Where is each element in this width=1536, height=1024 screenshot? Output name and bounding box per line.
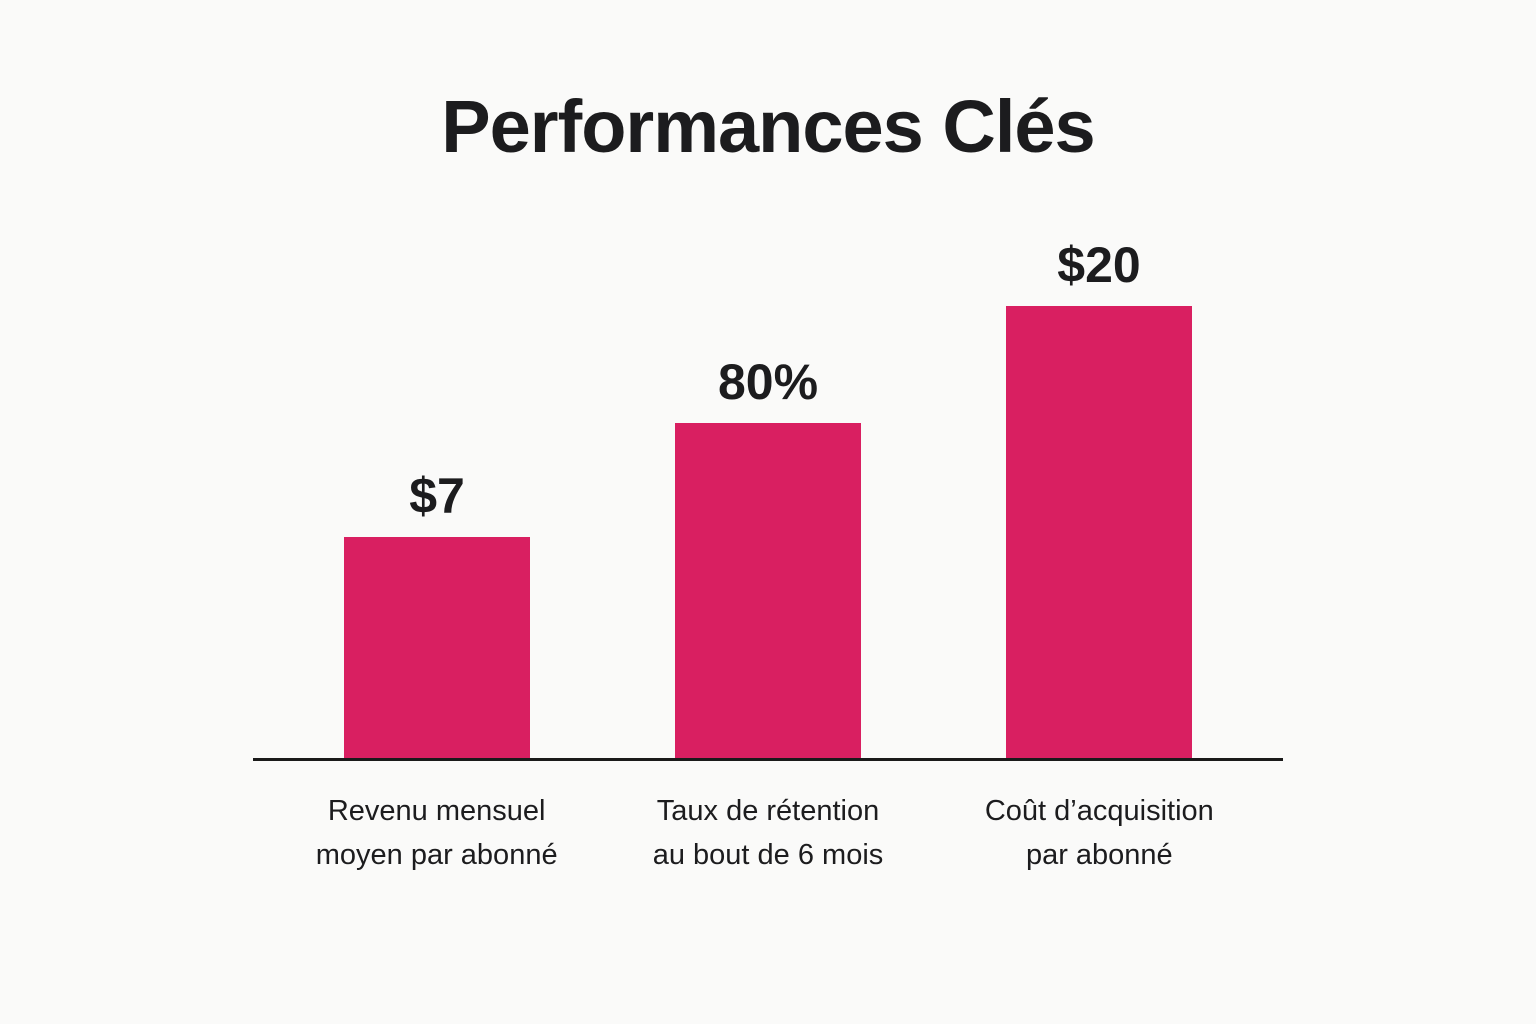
category-label-retention: Taux de rétention au bout de 6 mois bbox=[652, 795, 884, 871]
bar-column-revenu: $7 bbox=[344, 471, 530, 758]
x-axis-category-labels: Revenu mensuel moyen par abonné Taux de … bbox=[253, 790, 1283, 877]
category-label-revenu: Revenu mensuel moyen par abonné bbox=[315, 795, 558, 871]
bar-retention bbox=[675, 423, 861, 758]
bar-value-label: $20 bbox=[1057, 237, 1141, 293]
chart-title: Performances Clés bbox=[441, 85, 1095, 168]
bar-column-retention: 80% bbox=[675, 357, 861, 758]
bar-acquisition bbox=[1006, 306, 1192, 758]
bar-value-label: $7 bbox=[409, 468, 465, 524]
plot-area: $7 80% $20 bbox=[253, 220, 1283, 761]
bar-revenu bbox=[344, 537, 530, 758]
category-label-acquisition: Coût d’acquisition par abonné bbox=[984, 795, 1214, 871]
bar-column-acquisition: $20 bbox=[1006, 240, 1192, 758]
bar-value-label: 80% bbox=[717, 354, 819, 410]
